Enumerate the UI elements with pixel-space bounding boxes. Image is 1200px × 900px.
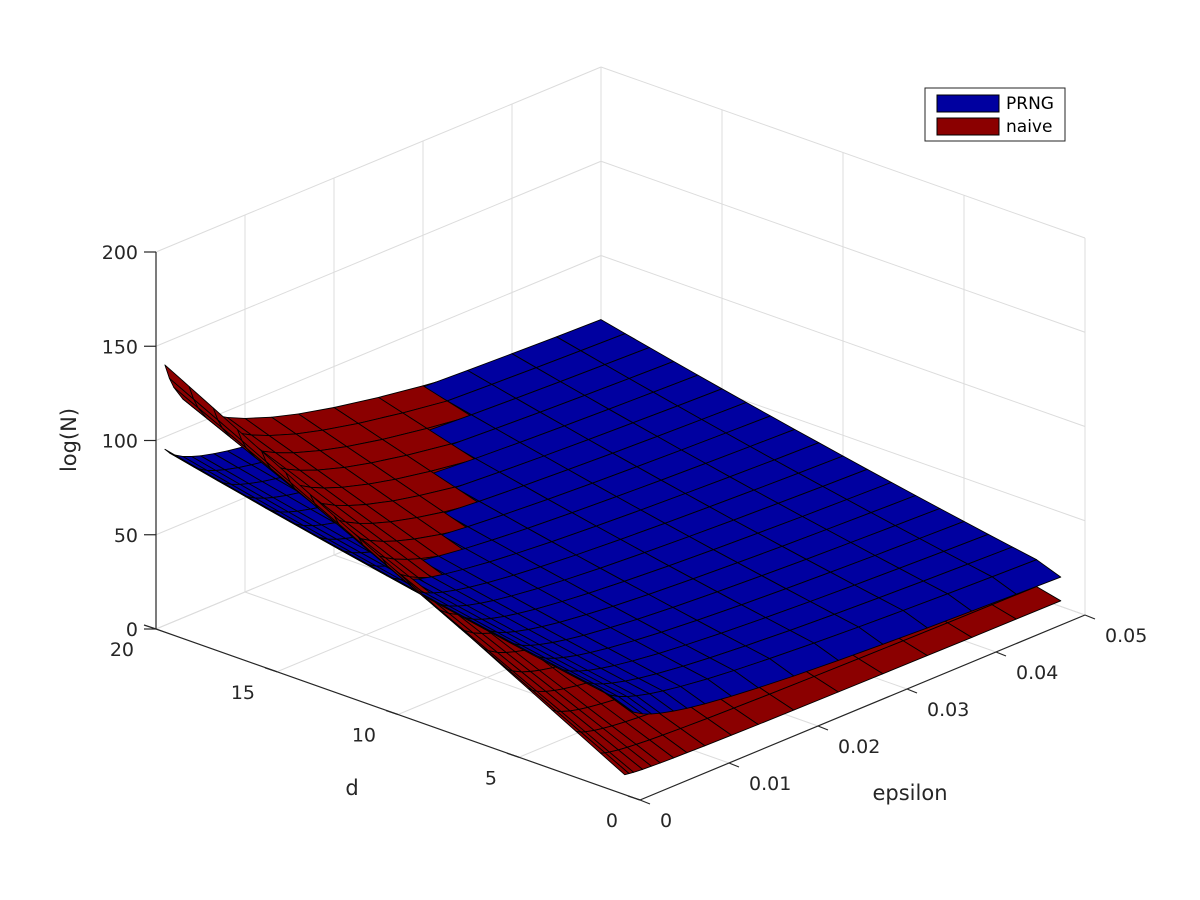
naive-surface-patch [600, 752, 630, 776]
legend-label-naive: naive [1006, 117, 1052, 137]
back-wall-grid-z-2 [155, 255, 602, 441]
y-tick-2 [385, 709, 399, 716]
legend-swatch-prng [936, 94, 1000, 113]
x-axis-line [639, 614, 1086, 801]
axes [143, 251, 1096, 805]
z-axis-label: log(N) [57, 408, 81, 472]
y-tick-label-1: 5 [485, 767, 497, 789]
x-tick-label-3: 0.03 [927, 699, 969, 721]
y-tick-4 [143, 624, 157, 630]
y-tick-label-0: 0 [606, 810, 618, 832]
z-tick-label-4: 200 [102, 242, 138, 264]
surfaces [164, 319, 1062, 776]
x-tick-5 [1084, 614, 1096, 620]
z-tick-label-1: 50 [114, 525, 138, 547]
side-wall-grid-z-4 [600, 66, 1086, 239]
x-tick-0 [639, 799, 651, 805]
y-tick-label-3: 15 [231, 682, 255, 704]
x-tick-label-0: 0 [660, 810, 672, 832]
y-tick-1 [506, 752, 520, 758]
prng-surface-patch [600, 688, 630, 711]
x-tick-2 [817, 725, 829, 731]
z-tick-label-0: 0 [126, 619, 138, 641]
x-tick-4 [995, 651, 1007, 657]
x-tick-label-4: 0.04 [1016, 662, 1058, 684]
x-tick-label-2: 0.02 [838, 736, 880, 758]
legend: PRNG naive [924, 87, 1066, 142]
y-tick-label-2: 10 [352, 725, 376, 747]
legend-label-prng: PRNG [1006, 94, 1054, 114]
side-wall-grid-z-3 [600, 160, 1086, 333]
side-wall-grid-z-2 [600, 255, 1086, 427]
x-tick-3 [906, 688, 918, 694]
y-tick-0 [627, 795, 641, 801]
x-tick-1 [728, 762, 740, 768]
y-tick-label-4: 20 [110, 639, 134, 661]
tick-labels: 00.010.020.030.040.050510152005010015020… [102, 242, 1148, 832]
y-tick-3 [264, 667, 278, 673]
z-tick-label-3: 150 [102, 336, 138, 358]
y-axis-label: d [345, 776, 358, 800]
legend-swatch-naive [936, 117, 1000, 136]
x-tick-label-5: 0.05 [1105, 625, 1147, 647]
z-tick-label-2: 100 [102, 431, 138, 453]
back-wall-grid-z-4 [155, 66, 602, 253]
back-wall-grid-z-3 [155, 160, 602, 347]
x-tick-label-1: 0.01 [749, 773, 791, 795]
x-axis-label: epsilon [872, 781, 947, 805]
